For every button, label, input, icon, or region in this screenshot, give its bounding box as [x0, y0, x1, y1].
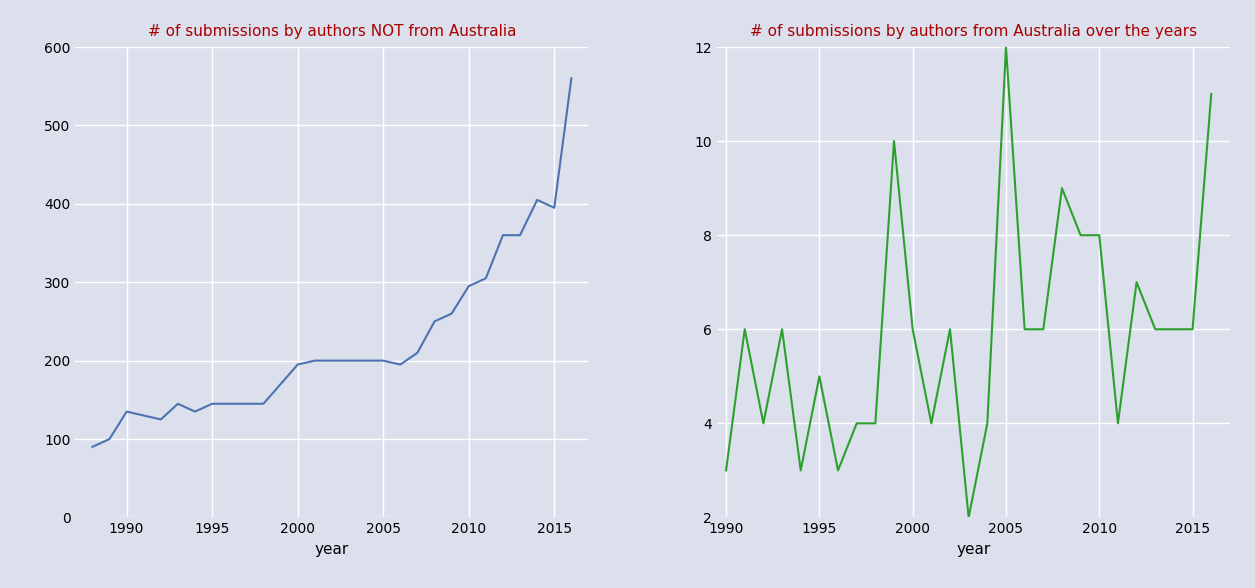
X-axis label: year: year	[956, 542, 990, 557]
Title: # of submissions by authors from Australia over the years: # of submissions by authors from Austral…	[749, 24, 1197, 39]
Title: # of submissions by authors NOT from Australia: # of submissions by authors NOT from Aus…	[148, 24, 516, 39]
X-axis label: year: year	[315, 542, 349, 557]
